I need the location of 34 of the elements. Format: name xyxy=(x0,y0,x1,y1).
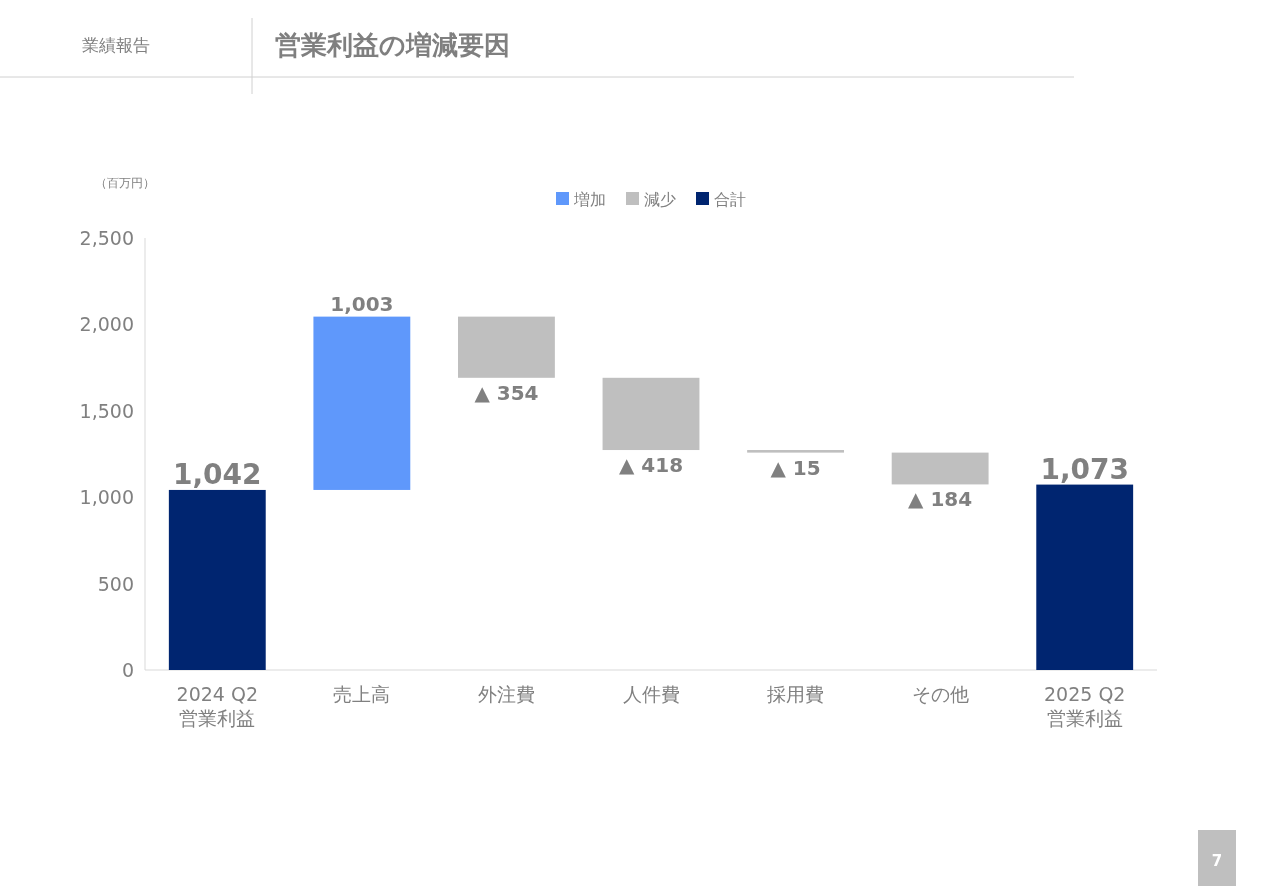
bar xyxy=(168,489,266,670)
bar xyxy=(313,316,411,490)
y-tick-label: 2,000 xyxy=(79,313,134,336)
y-tick-label: 500 xyxy=(97,572,134,595)
chart-title: 営業利益の増減要因 xyxy=(275,30,510,60)
legend-label: 増加 xyxy=(573,190,606,209)
text: 7 xyxy=(1211,852,1223,870)
bar xyxy=(458,316,555,378)
y-tick-label: 1,000 xyxy=(79,486,134,509)
x-tick-label: 売上高 xyxy=(333,683,391,705)
bar xyxy=(1036,484,1134,670)
y-tick-label: 1,500 xyxy=(79,399,134,422)
bar xyxy=(747,450,844,453)
y-tick-label: 2,500 xyxy=(79,227,134,249)
data-label: ▲ 418 xyxy=(618,453,684,478)
x-tick-label: 2024 Q2 営業利益 xyxy=(176,683,258,729)
text: 業績報告 xyxy=(82,35,150,55)
y-tick-label: 0 xyxy=(121,659,134,681)
y-axis-title: （百万円） xyxy=(95,176,155,190)
x-tick-label: 2025 Q2 営業利益 xyxy=(1044,683,1126,729)
data-label: ▲ 15 xyxy=(770,455,821,480)
data-label: 1,042 xyxy=(173,457,262,491)
data-label: 1,073 xyxy=(1040,452,1129,486)
legend-label: 減少 xyxy=(644,190,676,209)
x-tick-label: 採用費 xyxy=(767,683,825,705)
x-tick-label: 外注費 xyxy=(477,683,535,705)
data-label: 1,003 xyxy=(330,291,394,316)
data-label: ▲ 354 xyxy=(474,380,539,405)
x-tick-label: 人件費 xyxy=(622,683,680,705)
bar xyxy=(602,377,700,451)
legend-label: 合計 xyxy=(714,190,746,209)
bar xyxy=(891,452,989,485)
data-label: ▲ 184 xyxy=(908,487,973,512)
x-tick-label: その他 xyxy=(911,683,969,705)
